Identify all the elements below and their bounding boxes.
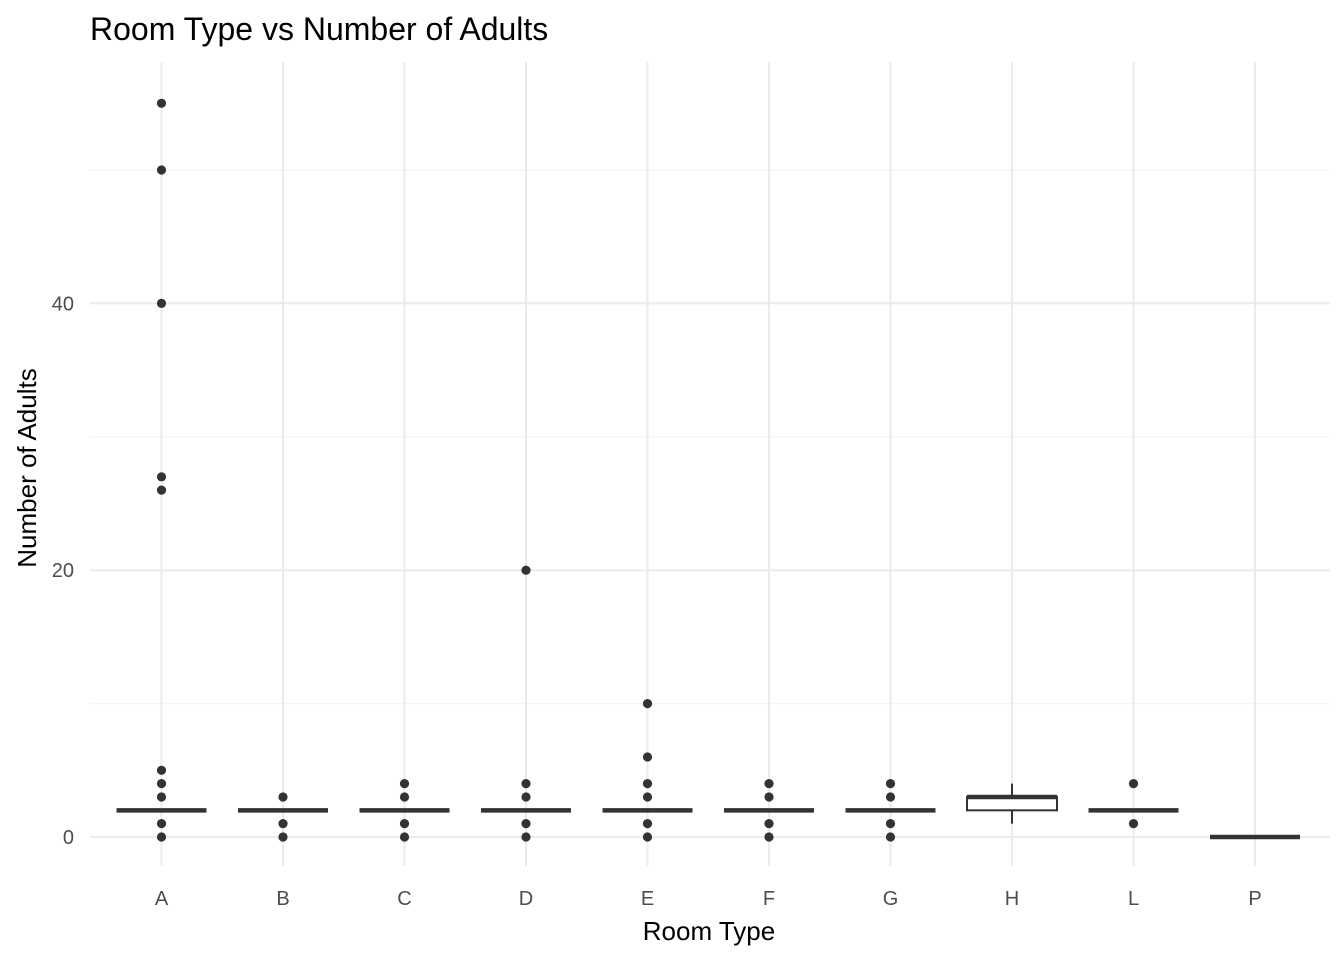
- outlier-point: [764, 779, 774, 789]
- outlier-point: [642, 779, 653, 789]
- chart-title: Room Type vs Number of Adults: [90, 11, 548, 47]
- outlier-point: [278, 792, 288, 802]
- y-tick-label: 0: [63, 827, 74, 849]
- x-tick-label: G: [883, 888, 899, 910]
- y-axis-title: Number of Adults: [12, 368, 42, 567]
- outlier-point: [642, 752, 653, 762]
- outlier-point: [399, 819, 410, 829]
- outlier-point: [156, 792, 167, 802]
- boxplot-h: [966, 783, 1058, 824]
- outlier-point: [156, 98, 167, 108]
- x-tick-label: F: [763, 888, 775, 910]
- x-tick-label: B: [276, 888, 289, 910]
- outlier-point: [521, 779, 531, 789]
- outlier-point: [885, 779, 896, 789]
- outlier-point: [521, 792, 531, 802]
- outlier-point: [642, 819, 653, 829]
- outlier-point: [764, 832, 774, 842]
- outlier-point: [764, 792, 774, 802]
- x-tick-label: C: [397, 888, 411, 910]
- outlier-point: [885, 819, 896, 829]
- outlier-point: [278, 832, 288, 842]
- outlier-point: [1128, 779, 1139, 789]
- outlier-point: [399, 792, 410, 802]
- x-tick-label: H: [1005, 888, 1019, 910]
- outlier-point: [278, 819, 288, 829]
- x-tick-label: A: [155, 888, 169, 910]
- outlier-point: [642, 699, 653, 709]
- x-tick-label: L: [1128, 888, 1139, 910]
- outlier-point: [156, 485, 167, 495]
- x-tick-label: E: [641, 888, 654, 910]
- x-tick-label: P: [1248, 888, 1261, 910]
- outlier-point: [156, 165, 167, 175]
- outlier-point: [156, 779, 167, 789]
- outlier-point: [521, 565, 531, 575]
- y-axis-ticks: 0 20 40: [52, 293, 74, 849]
- boxplots: [116, 783, 1300, 840]
- outlier-point: [642, 792, 653, 802]
- y-tick-label: 40: [52, 293, 74, 315]
- outlier-point: [156, 765, 167, 775]
- grid: [90, 62, 1330, 866]
- outlier-point: [399, 832, 410, 842]
- outlier-points: [156, 98, 1139, 842]
- outlier-point: [885, 832, 896, 842]
- outlier-point: [1128, 819, 1139, 829]
- outlier-point: [156, 819, 167, 829]
- outlier-point: [642, 832, 653, 842]
- outlier-point: [521, 832, 531, 842]
- outlier-point: [399, 779, 410, 789]
- x-tick-label: D: [519, 888, 533, 910]
- outlier-point: [156, 298, 167, 308]
- y-tick-label: 20: [52, 560, 74, 582]
- outlier-point: [156, 472, 167, 482]
- x-axis-title: Room Type: [643, 916, 775, 946]
- outlier-point: [885, 792, 896, 802]
- outlier-point: [764, 819, 774, 829]
- outlier-point: [521, 819, 531, 829]
- outlier-point: [156, 832, 167, 842]
